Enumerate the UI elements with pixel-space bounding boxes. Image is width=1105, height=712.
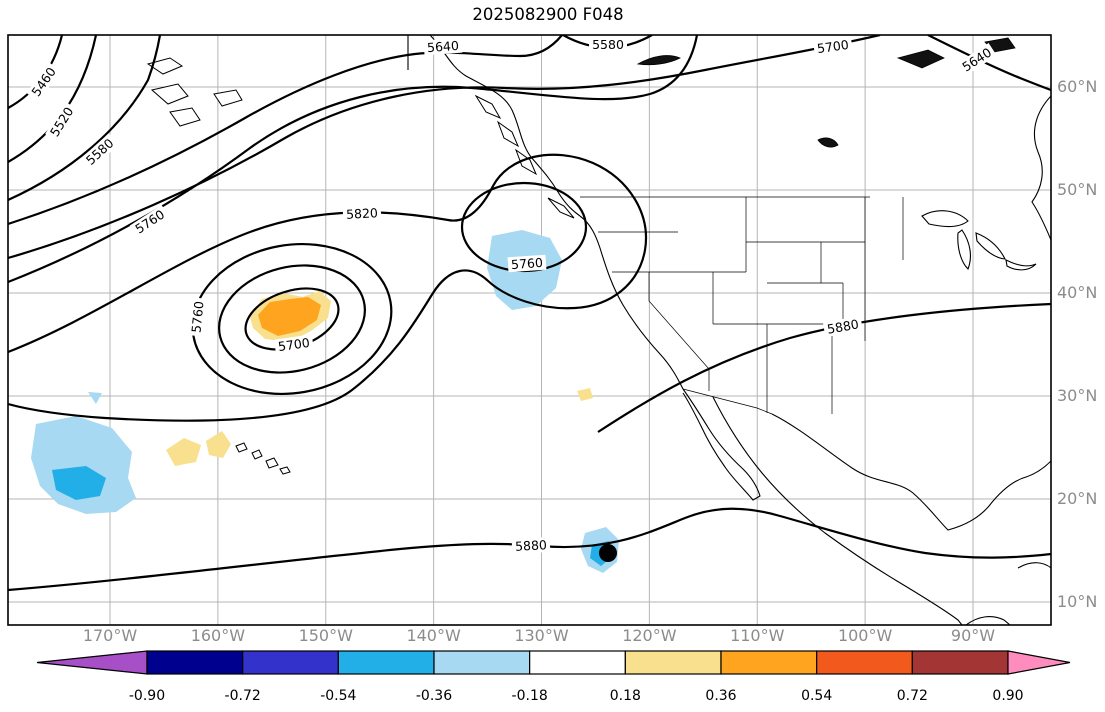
contour-label: 5760 [130, 205, 170, 238]
contour-label-text: 5820 [346, 205, 379, 222]
lat-tick-label: 30°N [1057, 386, 1097, 405]
great-lake-superior [922, 211, 968, 227]
lon-tick-label: 90°W [951, 626, 995, 645]
lon-tick-label: 120°W [622, 626, 677, 645]
great-lake-michigan [958, 230, 971, 269]
contour-label-text: 5700 [277, 335, 311, 354]
colorbar-extend-high [1008, 651, 1070, 674]
colorbar-tick-label: -0.90 [129, 688, 165, 704]
contour-label: 5700 [813, 36, 853, 56]
colorbar-tick-label: -0.36 [416, 688, 452, 704]
se-alaska-island [498, 122, 518, 146]
lon-tick-label: 130°W [514, 626, 569, 645]
colorbar-segment [243, 651, 339, 674]
contour-label: 5880 [823, 316, 863, 337]
great-lake-huron [976, 233, 1005, 259]
positive-anomaly-patch [206, 431, 231, 458]
canadian-lake [898, 50, 944, 68]
contour-label-text: 5760 [188, 300, 206, 333]
lat-tick-label: 60°N [1057, 77, 1097, 96]
hudson-bay-shore [1032, 96, 1051, 240]
colorbar-tick-label: 0.54 [801, 688, 832, 704]
west-coast [580, 216, 683, 389]
lat-tick-label: 10°N [1057, 592, 1097, 611]
positive-anomaly-speck [577, 388, 593, 401]
contour-label-text: 5760 [511, 255, 544, 272]
contour-label-text: 5880 [826, 316, 860, 336]
colorbar-tick-label: -0.18 [512, 688, 548, 704]
colorbar-extend-low [37, 651, 147, 674]
contour-label: 5520 [45, 102, 78, 142]
contour-map-canvas: 2025082900 F048 [0, 0, 1105, 712]
contour-label-text: 5580 [592, 37, 624, 52]
colorbar-segment [147, 651, 243, 674]
contour-label: 5820 [343, 205, 382, 222]
contour-label-text: 5640 [427, 38, 460, 55]
lon-tick-label: 150°W [299, 626, 354, 645]
contour-label: 5880 [512, 537, 551, 554]
colorbar-tick-label: 0.36 [705, 688, 736, 704]
colorbar-segment [625, 651, 721, 674]
colorbar-tick-label: 0.72 [897, 688, 928, 704]
lon-tick-label: 100°W [838, 626, 893, 645]
canadian-lake [638, 56, 680, 65]
anomaly-shading [31, 230, 619, 573]
gridlines [8, 35, 1051, 625]
small-lake [818, 138, 838, 147]
colorbar-segment [817, 651, 913, 674]
contour-label-text: 5520 [47, 104, 77, 139]
colorbar: -0.90 -0.72 -0.54 -0.36 -0.18 0.18 0.36 0.54 0.7… [37, 651, 1070, 704]
point-marker [599, 544, 617, 562]
lat-tick-label: 20°N [1057, 489, 1097, 508]
contour-label-text: 5880 [515, 537, 548, 554]
se-alaska-island [476, 96, 500, 118]
lon-tick-label: 110°W [730, 626, 785, 645]
colorbar-tick-label: 0.90 [992, 688, 1023, 704]
colorbar-tick-label: -0.54 [320, 688, 356, 704]
contour-label: 5760 [507, 255, 546, 273]
colorbar-segment [530, 651, 626, 674]
lon-tick-label: 170°W [83, 626, 138, 645]
weather-map-figure: 2025082900 F048 [0, 0, 1105, 712]
colorbar-segment [434, 651, 530, 674]
contour-5580 [8, 35, 160, 200]
hawaii-island [266, 458, 278, 468]
hawaii-island [252, 450, 262, 459]
contour-5760-west [8, 35, 697, 282]
hawaii-island [236, 443, 247, 452]
lon-tick-label: 140°W [406, 626, 461, 645]
hawaii-island [280, 467, 290, 474]
colorbar-segment [912, 651, 1008, 674]
great-lake-erie [1006, 260, 1036, 270]
caribbean-coast [1018, 563, 1051, 568]
colorbar-tick-label: 0.18 [610, 688, 641, 704]
contour-label: 5640 [957, 43, 997, 76]
state-borders [598, 197, 903, 414]
lon-tick-label: 160°W [191, 626, 246, 645]
contour-label: 5460 [27, 62, 61, 102]
colorbar-segment [338, 651, 434, 674]
negative-anomaly-speck [88, 392, 102, 404]
lat-tick-label: 40°N [1057, 283, 1097, 302]
map-frame [8, 35, 1051, 625]
lat-tick-label: 50°N [1057, 180, 1097, 199]
colorbar-tick-label: -0.72 [225, 688, 261, 704]
contour-label: 5580 [589, 37, 627, 52]
positive-anomaly-patch [166, 438, 201, 466]
colorbar-segment [721, 651, 817, 674]
contour-lines [8, 35, 1051, 590]
chart-title: 2025082900 F048 [472, 5, 623, 24]
gulf-coast [772, 414, 1051, 530]
contour-label: 5760 [188, 297, 207, 336]
contour-label-text: 5700 [816, 37, 850, 56]
aleutian-island [170, 108, 200, 126]
contour-label: 5640 [423, 38, 462, 56]
us-mexico-border [683, 389, 772, 414]
